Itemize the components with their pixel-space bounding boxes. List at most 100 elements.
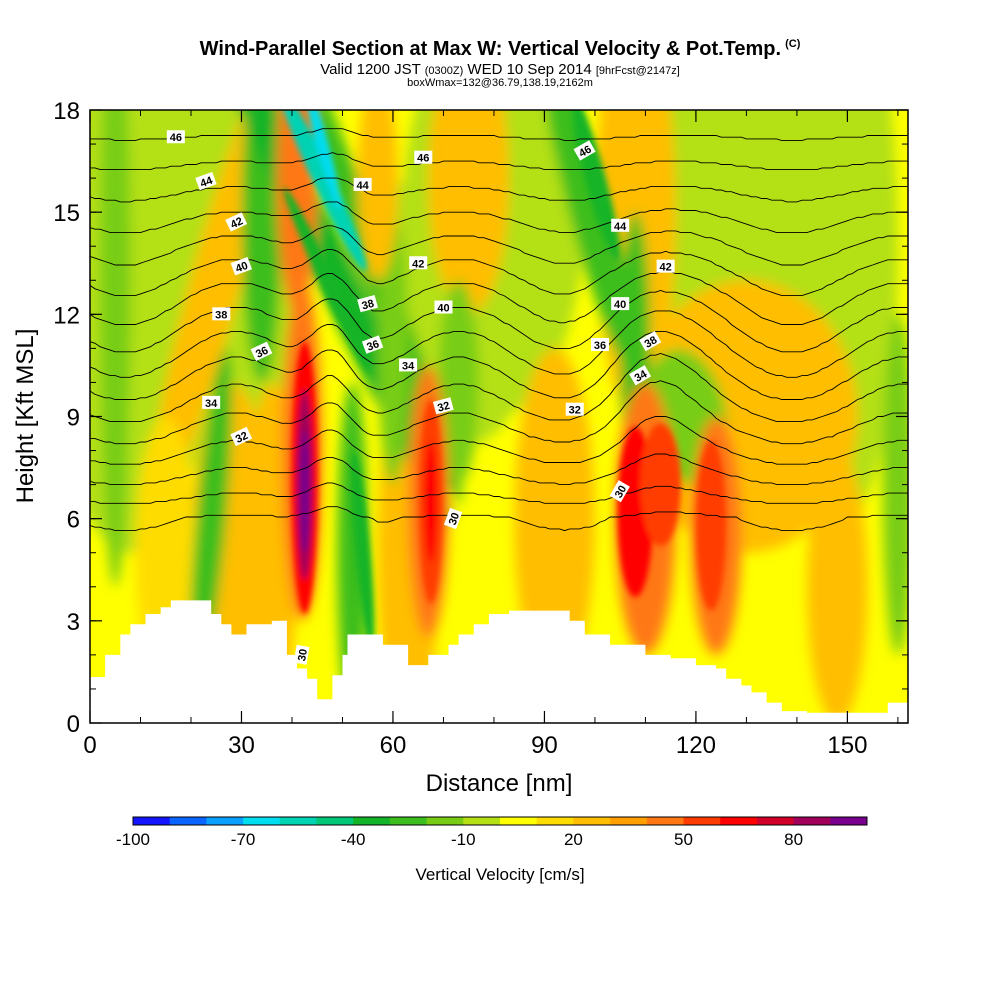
svg-text:46: 46 [170, 132, 182, 144]
theta-contour [90, 380, 908, 445]
y-axis-label: Height [Kft MSL] [12, 329, 39, 504]
svg-text:34: 34 [205, 398, 218, 410]
svg-text:42: 42 [412, 258, 424, 270]
theta-contour [90, 453, 908, 486]
contour-label-34: 34 [629, 365, 652, 386]
x-tick-label: 30 [228, 732, 255, 759]
svg-text:40: 40 [437, 303, 449, 315]
svg-text:40: 40 [234, 260, 250, 275]
colorbar-swatch [536, 817, 574, 825]
svg-text:32: 32 [569, 405, 581, 417]
colorbar-tick-label: -10 [451, 830, 476, 849]
w-blob [625, 110, 666, 213]
theta-contour [90, 201, 908, 234]
valid-date: WED 10 Sep 2014 [467, 61, 592, 78]
colorbar-tick-label: -100 [116, 830, 150, 849]
colorbar-swatch [683, 817, 721, 825]
colorbar-tick-label: -40 [341, 830, 366, 849]
svg-text:44: 44 [357, 180, 370, 192]
svg-text:38: 38 [643, 334, 660, 351]
w-blob [428, 110, 510, 315]
w-core [695, 440, 727, 611]
y-tick-label: 3 [67, 609, 80, 636]
contour-label-34: 34 [202, 395, 221, 410]
chart-title-text: Wind-Parallel Section at Max W: Vertical… [199, 38, 782, 60]
theta-contour [90, 225, 908, 266]
y-tick-label: 12 [53, 302, 80, 329]
contour-label-32: 32 [565, 402, 584, 417]
contour-label-44: 44 [611, 218, 630, 233]
y-tick-label: 9 [67, 405, 80, 432]
svg-text:44: 44 [614, 221, 627, 233]
svg-text:30: 30 [296, 648, 310, 662]
contour-label-40: 40 [434, 300, 453, 315]
y-tick-label: 15 [53, 200, 80, 227]
forecast-label: [9hrFcst@2147z] [595, 65, 680, 77]
colorbar-tick-label: -70 [231, 830, 256, 849]
x-axis-label: Distance [nm] [426, 770, 573, 797]
contour-label-46: 46 [414, 150, 433, 165]
svg-text:44: 44 [199, 174, 215, 190]
svg-text:36: 36 [365, 338, 381, 353]
valid-utc: (0300Z) [424, 65, 464, 77]
x-tick-label: 120 [676, 732, 716, 759]
x-tick-label: 150 [827, 732, 867, 759]
theta-contour [90, 482, 908, 504]
theta-contour [90, 152, 908, 171]
colorbar-swatch [610, 817, 648, 825]
svg-text:42: 42 [660, 262, 672, 274]
colorbar-swatch [830, 817, 868, 825]
copyright-mark: (C) [785, 38, 801, 51]
contour-label-36: 36 [361, 335, 384, 354]
colorbar-swatch [573, 817, 611, 825]
theta-contour [90, 330, 908, 400]
colorbar-swatch [646, 817, 684, 825]
svg-text:40: 40 [614, 299, 626, 311]
terrain-mask [90, 600, 908, 723]
theta-contour [90, 353, 908, 423]
contour-label-46: 46 [166, 130, 185, 144]
colorbar-swatch [243, 817, 281, 825]
colorbar-swatch [463, 817, 501, 825]
chart-title: Wind-Parallel Section at Max W: Vertical… [0, 38, 1000, 61]
w-core [283, 187, 372, 373]
colorbar-swatch [389, 817, 428, 825]
theta-contour [90, 310, 908, 378]
colorbar-swatch [353, 817, 391, 825]
w-core [350, 450, 375, 655]
colorbar-tick-label: 20 [564, 830, 583, 849]
w-core [570, 110, 620, 261]
contour-label-40: 40 [611, 297, 630, 311]
contour-label-36: 36 [250, 341, 273, 362]
colorbar-swatch [133, 817, 171, 825]
contour-label-44: 44 [195, 171, 217, 191]
svg-text:36: 36 [594, 340, 606, 352]
y-tick-label: 6 [67, 507, 80, 534]
contour-label-42: 42 [656, 259, 675, 274]
y-tick-label: 18 [53, 98, 80, 125]
w-blob [514, 348, 595, 689]
x-tick-label: 60 [380, 732, 407, 759]
contour-label-38: 38 [639, 331, 662, 352]
theta-contour [90, 249, 908, 297]
contour-label-36: 36 [590, 337, 609, 352]
w-blob [438, 280, 479, 485]
colorbar-swatch [206, 817, 244, 825]
colorbar-swatch [500, 817, 538, 825]
contour-label-42: 42 [225, 212, 248, 232]
theta-contour [90, 416, 908, 465]
chart-subtitle: Valid 1200 JST (0300Z) WED 10 Sep 2014 [… [0, 61, 1000, 78]
w-core [424, 440, 437, 563]
colorbar: -100 -70 -40 -10 20 50 80 [116, 816, 868, 849]
contour-label-32: 32 [432, 397, 454, 415]
svg-text:30: 30 [447, 511, 462, 527]
colorbar-swatch [316, 817, 354, 825]
w-blob [377, 212, 409, 485]
theta-contour [90, 271, 908, 325]
w-blob [807, 450, 868, 723]
w-blob [541, 110, 639, 377]
svg-text:38: 38 [361, 298, 376, 313]
x-tick-label: 90 [531, 732, 558, 759]
